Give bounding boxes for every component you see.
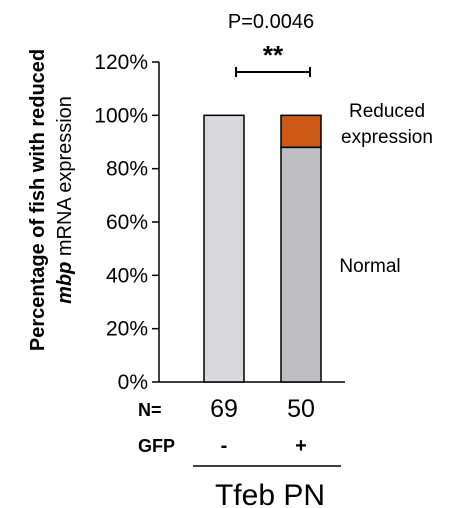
- gfp-value-2: +: [295, 435, 307, 457]
- y-tick-label: 0%: [118, 371, 148, 394]
- gfp-value-1: -: [221, 435, 228, 457]
- n-label: N=: [138, 400, 162, 420]
- bar-normal-1: [203, 114, 245, 383]
- bar-normal-2: [280, 146, 322, 383]
- legend-reduced-line1: Reduced: [349, 101, 425, 122]
- y-tick-label: 80%: [106, 158, 148, 181]
- y-tick-label: 120%: [94, 51, 148, 74]
- y-tick-label: 100%: [94, 104, 148, 127]
- n-value-1: 69: [210, 395, 238, 423]
- legend-reduced-line2: expression: [341, 127, 433, 148]
- y-axis-label-line2: mbp mRNA expression: [54, 96, 76, 304]
- y-axis-label-gene: mbp: [54, 262, 76, 304]
- p-value: P=0.0046: [228, 11, 314, 33]
- legend-normal: Normal: [339, 256, 400, 277]
- y-tick-label: 60%: [106, 211, 148, 234]
- gfp-label: GFP: [138, 436, 175, 456]
- bar-reduced-2: [280, 114, 322, 149]
- significance-stars: **: [263, 40, 284, 70]
- y-axis-label-line1: Percentage of fish with reduced: [27, 49, 49, 351]
- y-tick-label: 20%: [106, 318, 148, 341]
- group-label: Tfeb PN: [215, 479, 325, 508]
- y-tick-label: 40%: [106, 264, 148, 287]
- y-axis-label-rest: mRNA expression: [54, 96, 76, 262]
- n-value-2: 50: [287, 395, 315, 423]
